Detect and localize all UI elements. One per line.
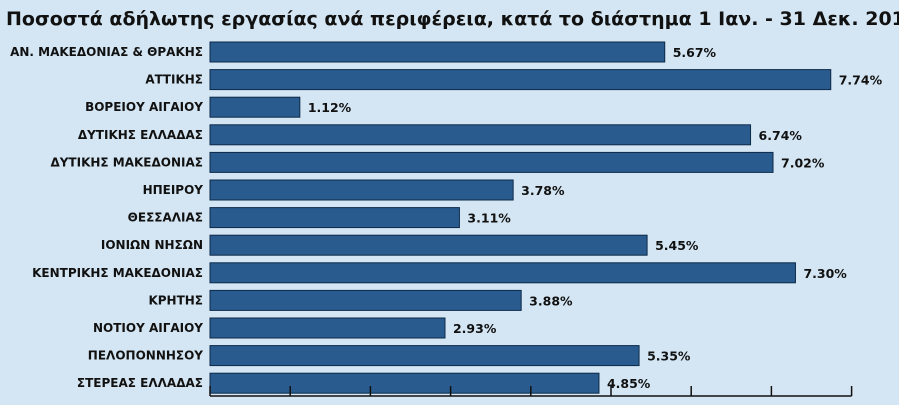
value-label: 6.74% — [759, 128, 803, 143]
bar — [209, 234, 648, 256]
bar — [209, 151, 774, 173]
bar — [209, 124, 752, 146]
category-label: ΗΠΕΙΡΟΥ — [143, 183, 204, 197]
value-label: 1.12% — [308, 100, 352, 115]
bar — [209, 69, 832, 91]
bar — [209, 179, 514, 201]
category-label: ΠΕΛΟΠΟΝΝΗΣΟΥ — [88, 349, 204, 363]
category-label: ΣΤΕΡΕΑΣ ΕΛΛΑΔΑΣ — [77, 376, 203, 390]
category-label: ΒΟΡΕΙΟΥ ΑΙΓΑΙΟΥ — [85, 100, 203, 114]
category-label: ΙΟΝΙΩΝ ΝΗΣΩΝ — [101, 238, 203, 252]
bar — [209, 372, 600, 394]
bar — [209, 289, 522, 311]
bar — [209, 207, 460, 229]
value-label: 7.02% — [781, 155, 825, 170]
value-label: 2.93% — [453, 321, 497, 336]
bars-group: ΑΝ. ΜΑΚΕΔΟΝΙΑΣ & ΘΡΑΚΗΣ 5.67% ΑΤΤΙΚΗΣ 7.74%… — [10, 41, 883, 394]
bar — [209, 317, 446, 339]
bar — [209, 262, 796, 284]
value-label: 3.88% — [529, 293, 573, 308]
bar — [209, 345, 640, 367]
category-label: ΔΥΤΙΚΗΣ ΜΑΚΕΔΟΝΙΑΣ — [50, 155, 203, 169]
value-label: 3.11% — [467, 211, 511, 226]
category-label: ΔΥΤΙΚΗΣ ΕΛΛΑΔΑΣ — [78, 128, 203, 142]
category-label: ΚΕΝΤΡΙΚΗΣ ΜΑΚΕΔΟΝΙΑΣ — [32, 266, 203, 280]
value-label: 3.78% — [521, 183, 565, 198]
category-label: ΑΝ. ΜΑΚΕΔΟΝΙΑΣ & ΘΡΑΚΗΣ — [10, 45, 203, 59]
value-label: 5.45% — [655, 238, 699, 253]
category-label: ΝΟΤΙΟΥ ΑΙΓΑΙΟΥ — [93, 321, 203, 335]
x-axis — [209, 386, 853, 397]
bar — [209, 41, 666, 63]
chart-title: Ποσοστά αδήλωτης εργασίας ανά περιφέρεια… — [6, 8, 899, 30]
category-label: ΚΡΗΤΗΣ — [148, 293, 203, 307]
bar — [209, 96, 301, 118]
category-label: ΑΤΤΙΚΗΣ — [145, 73, 203, 87]
value-label: 5.67% — [673, 45, 717, 60]
value-label: 5.35% — [647, 349, 691, 364]
value-label: 7.74% — [839, 73, 883, 88]
category-label: ΘΕΣΣΑΛΙΑΣ — [128, 211, 203, 225]
value-label: 7.30% — [803, 266, 847, 281]
value-label: 4.85% — [607, 376, 651, 391]
